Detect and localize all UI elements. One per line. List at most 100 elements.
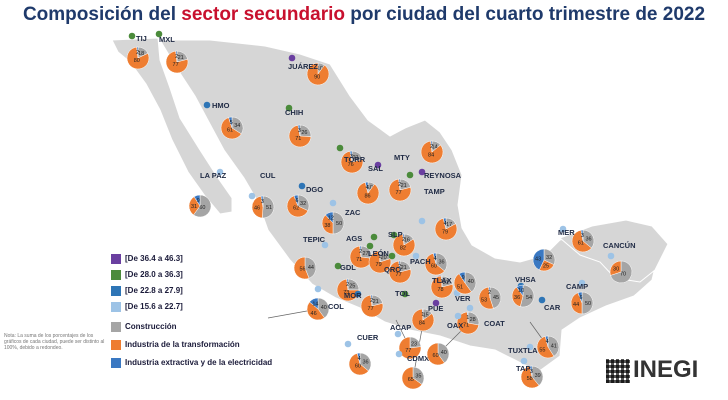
slice-extractiva [356, 352, 361, 365]
slice-value-label: 3 [581, 233, 584, 239]
city-pie: 45 532 COAT [466, 286, 505, 328]
title-part: por ciudad del cuarto trimestre de 2022 [344, 4, 706, 25]
component-label: Construcción [125, 322, 177, 332]
slice-value-label: 41 [551, 343, 557, 349]
slice-value-label: 2 [430, 144, 433, 150]
city-name-label: TIJ [136, 34, 147, 43]
slice-value-label: 3 [261, 199, 264, 205]
slice-extractiva [325, 211, 334, 224]
slice-value-label: 21 [401, 183, 407, 189]
city-name-label: COAT [484, 319, 505, 328]
slice-value-label: 10 [317, 66, 323, 72]
city-name-label: MER [558, 228, 575, 237]
city-marker [466, 304, 474, 312]
slice-value-label: 35 [415, 373, 421, 379]
slice-industria [348, 353, 369, 376]
slice-value-label: 60 [199, 205, 205, 211]
slice-value-label: 51 [457, 284, 463, 290]
slice-value-label: 1 [466, 315, 469, 321]
slice-value-label: 6 [295, 198, 298, 204]
slice-value-label: 77 [396, 272, 402, 278]
city-marker [248, 192, 256, 200]
city-name-label: TLAX [432, 276, 452, 285]
map-title: Composición del sector secundario por ci… [0, 4, 728, 26]
slice-extractiva [432, 252, 437, 265]
slice-extractiva [532, 248, 545, 271]
slice-value-label: 86 [364, 194, 370, 200]
slice-value-label: 77 [405, 348, 411, 354]
city-pie: 51 463 CUL [248, 171, 276, 219]
slice-value-label: 76 [348, 162, 354, 168]
slice-construccion [464, 271, 477, 293]
city-marker [155, 30, 163, 38]
city-name-label: SLP [388, 230, 403, 239]
city-name-label: PACH [410, 257, 431, 266]
city-name-label: TAMP [424, 187, 445, 196]
city-name-label: TAP [516, 364, 530, 373]
inegi-wordmark: INEGI [633, 356, 699, 383]
slice-value-label: 12 [328, 215, 334, 221]
slice-extractiva [402, 233, 405, 246]
range-label: [De 22.8 a 27.9] [125, 286, 183, 296]
slice-industria [306, 301, 325, 321]
slice-industria [321, 214, 334, 235]
city-name-label: CAMP [566, 282, 588, 291]
slice-extractiva [260, 195, 264, 208]
slice-value-label: 10 [518, 288, 524, 294]
range-label: [De 36.4 a 46.3] [125, 254, 183, 264]
slice-extractiva [442, 217, 447, 230]
slice-extractiva [309, 297, 319, 310]
city-name-label: TOL [395, 289, 410, 298]
slice-industria [126, 46, 150, 70]
slice-industria [401, 366, 423, 390]
slice-value-label: 60 [431, 263, 437, 269]
slice-value-label: 9 [462, 275, 465, 281]
slice-industria [511, 286, 524, 307]
city-marker [288, 54, 296, 62]
slice-industria [398, 336, 422, 360]
slice-extractiva [458, 271, 466, 284]
slice-value-label: 14 [432, 145, 438, 151]
slice-value-label: 39 [535, 373, 541, 379]
city-name-label: CDMX [407, 354, 429, 363]
slice-value-label: 23 [411, 342, 417, 348]
city-marker [314, 285, 322, 293]
city-marker [607, 252, 615, 260]
range-legend-item: [De 36.4 a 46.3] [111, 254, 183, 264]
slice-construccion [359, 352, 372, 372]
slice-value-label: 21 [443, 280, 449, 286]
slice-industria [286, 195, 309, 218]
city-marker [390, 231, 398, 239]
slice-value-label: 44 [573, 302, 579, 308]
slice-value-label: 2 [402, 237, 405, 243]
city-name-label: COL [328, 302, 344, 311]
inegi-grid-icon [606, 358, 630, 383]
slice-value-label: 40 [468, 279, 474, 285]
slice-value-label: 26 [301, 130, 307, 136]
slice-extractiva [297, 124, 301, 137]
slice-industria [536, 336, 555, 359]
slice-industria [609, 260, 622, 276]
city-name-label: VHSA [515, 275, 536, 284]
city-marker [336, 144, 344, 152]
slice-value-label: 46 [311, 311, 317, 317]
slice-value-label: 15 [423, 313, 429, 319]
slice-extractiva [379, 250, 381, 263]
slice-value-label: 14 [312, 302, 318, 308]
range-legend: [De 36.4 a 46.3] [De 28.0 a 36.3] [De 22… [111, 254, 183, 312]
city-name-label: DGO [306, 185, 323, 194]
slice-value-label: 21 [373, 299, 379, 305]
slice-extractiva [349, 150, 353, 163]
slice-value-label: 27 [362, 251, 368, 257]
slice-value-label: 51 [266, 205, 272, 211]
